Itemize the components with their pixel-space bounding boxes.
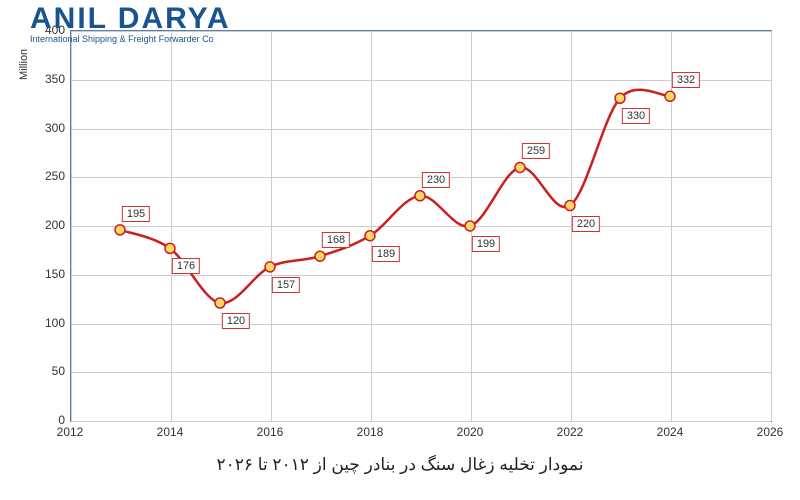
y-tick-label: 350 (35, 72, 65, 86)
chart-caption: نمودار تخلیه زغال سنگ در بنادر چین از ۲۰… (0, 455, 800, 475)
gridline-h (71, 421, 771, 422)
data-label: 220 (572, 216, 600, 232)
data-marker (365, 231, 375, 241)
x-tick-label: 2012 (57, 425, 84, 439)
data-label: 176 (172, 258, 200, 274)
y-axis-label: Million (18, 49, 30, 80)
data-label: 259 (522, 143, 550, 159)
chart-line-svg (70, 30, 770, 420)
data-marker (565, 201, 575, 211)
x-tick-label: 2014 (157, 425, 184, 439)
data-marker (615, 93, 625, 103)
y-tick-label: 200 (35, 218, 65, 232)
data-marker (115, 225, 125, 235)
data-label: 230 (422, 172, 450, 188)
data-label: 120 (222, 313, 250, 329)
chart-line (120, 90, 670, 304)
x-tick-label: 2022 (557, 425, 584, 439)
data-label: 189 (372, 246, 400, 262)
data-label: 199 (472, 236, 500, 252)
data-marker (265, 262, 275, 272)
x-tick-label: 2020 (457, 425, 484, 439)
y-tick-label: 300 (35, 121, 65, 135)
y-tick-label: 50 (35, 364, 65, 378)
data-marker (665, 91, 675, 101)
data-label: 330 (622, 108, 650, 124)
data-marker (215, 298, 225, 308)
x-tick-label: 2024 (657, 425, 684, 439)
x-tick-label: 2026 (757, 425, 784, 439)
y-tick-label: 100 (35, 316, 65, 330)
logo: ANIL DARYA International Shipping & Frei… (30, 5, 231, 44)
data-label: 195 (122, 206, 150, 222)
data-label: 168 (322, 232, 350, 248)
data-marker (165, 243, 175, 253)
gridline-v (771, 31, 772, 421)
y-tick-label: 250 (35, 169, 65, 183)
y-tick-label: 150 (35, 267, 65, 281)
x-tick-label: 2018 (357, 425, 384, 439)
data-marker (315, 251, 325, 261)
data-marker (415, 191, 425, 201)
x-tick-label: 2016 (257, 425, 284, 439)
data-marker (515, 162, 525, 172)
data-marker (465, 221, 475, 231)
data-label: 332 (672, 72, 700, 88)
data-label: 157 (272, 277, 300, 293)
logo-title: ANIL DARYA (30, 5, 231, 32)
logo-subtitle: International Shipping & Freight Forward… (30, 34, 231, 44)
